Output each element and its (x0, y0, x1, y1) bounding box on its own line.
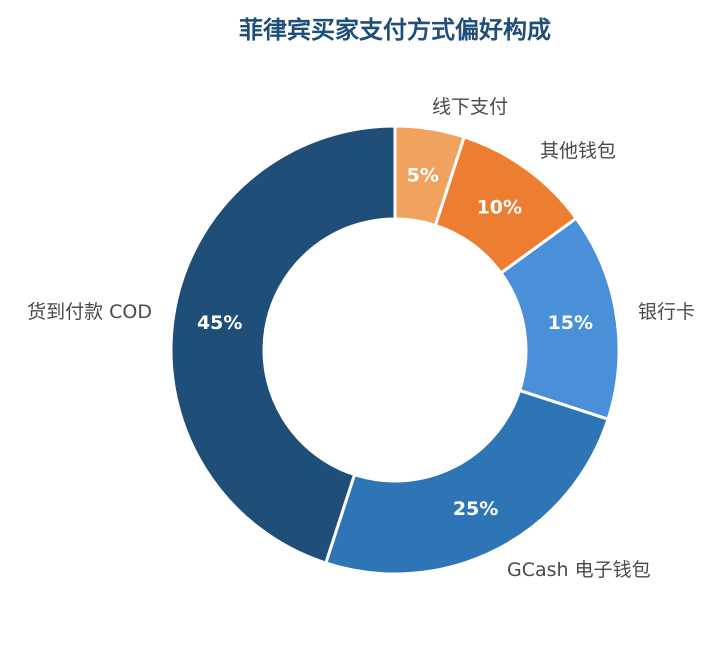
value-labels-group: 5% 10% 15% 25% 45% (197, 165, 593, 520)
category-label-3: 银行卡 (638, 301, 695, 323)
value-label-1: 5% (407, 165, 439, 187)
slices-group (169, 124, 621, 576)
value-label-5: 45% (197, 312, 242, 334)
value-label-4: 25% (453, 498, 498, 520)
value-label-3: 15% (548, 312, 593, 334)
category-label-1: 线下支付 (432, 96, 508, 118)
slice-4 (324, 388, 610, 576)
category-label-5: 货到付款 COD (27, 301, 152, 323)
category-label-4: GCash 电子钱包 (507, 559, 651, 581)
value-label-2: 10% (477, 196, 522, 218)
category-label-2: 其他钱包 (540, 140, 616, 162)
chart-title: 菲律宾买家支付方式偏好构成 (239, 16, 551, 44)
slice-5 (169, 124, 397, 565)
